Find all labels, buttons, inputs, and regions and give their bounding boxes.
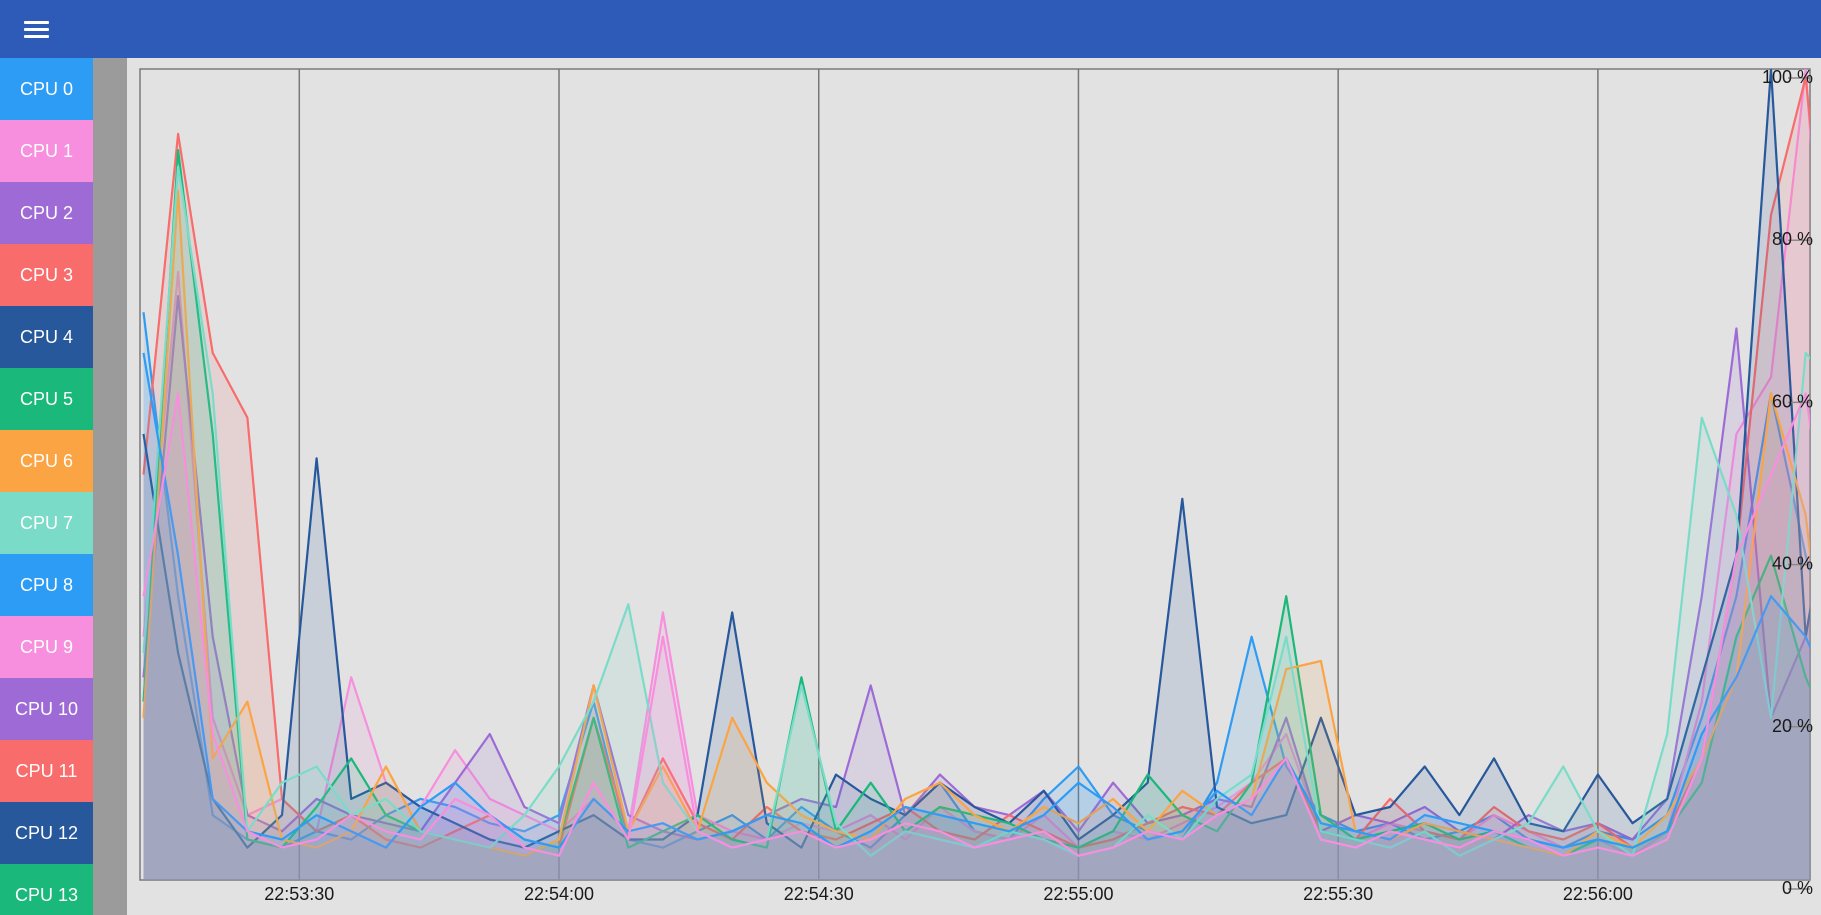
cpu-toggle-0[interactable]: CPU 0 (0, 58, 93, 120)
x-tick-label: 22:55:30 (1303, 884, 1373, 904)
series-line-2 (142, 295, 1810, 841)
y-tick-label: 20 % (1772, 716, 1813, 736)
cpu-toggle-11[interactable]: CPU 11 (0, 740, 93, 802)
x-tick-label: 22:54:30 (784, 884, 854, 904)
series-area-2 (143, 296, 1810, 880)
x-tick-label: 22:55:00 (1043, 884, 1113, 904)
y-tick-label: 100 % (1762, 67, 1813, 87)
x-tick-label: 22:54:00 (524, 884, 594, 904)
cpu-toggle-8[interactable]: CPU 8 (0, 554, 93, 616)
cpu-toggle-9[interactable]: CPU 9 (0, 616, 93, 678)
cpu-toggle-7[interactable]: CPU 7 (0, 492, 93, 554)
y-tick-label: 80 % (1772, 229, 1813, 249)
cpu-toggle-1[interactable]: CPU 1 (0, 120, 93, 182)
chart-svg: 22:53:30 22:54:00 22:54:30 22:55:00 22:55:30… (139, 67, 1813, 904)
hamburger-menu-icon (24, 35, 49, 38)
y-tick-label: 0 % (1782, 878, 1813, 898)
series-area-7 (143, 166, 1810, 880)
series-line-4 (142, 69, 1810, 849)
cpu-toggle-6[interactable]: CPU 6 (0, 430, 93, 492)
series-line-8 (142, 352, 1810, 849)
y-tick-label: 60 % (1772, 391, 1813, 411)
cpu-toggle-5[interactable]: CPU 5 (0, 368, 93, 430)
top-app-bar (0, 0, 1821, 58)
series-line-1 (142, 69, 1810, 857)
cpu-toggle-3[interactable]: CPU 3 (0, 244, 93, 306)
x-tick-label: 22:53:30 (264, 884, 334, 904)
cpu-sidebar: CPU 0 CPU 1 CPU 2 CPU 3 CPU 4 CPU 5 CPU 6 CPU 7… (0, 58, 93, 915)
hamburger-menu-icon (24, 28, 49, 31)
y-tick-label: 40 % (1772, 554, 1813, 574)
cpu-toggle-4[interactable]: CPU 4 (0, 306, 93, 368)
cpu-toggle-12[interactable]: CPU 12 (0, 802, 93, 864)
cpu-usage-chart: 22:53:30 22:54:00 22:54:30 22:55:00 22:55:30… (127, 58, 1821, 915)
series-area-4 (143, 69, 1810, 880)
plot-area (139, 68, 1811, 881)
hamburger-menu-icon (24, 21, 49, 24)
cpu-toggle-10[interactable]: CPU 10 (0, 678, 93, 740)
series-line-9 (142, 392, 1810, 857)
cpu-toggle-2[interactable]: CPU 2 (0, 182, 93, 244)
hamburger-menu-button[interactable] (18, 16, 55, 42)
x-tick-label: 22:56:00 (1563, 884, 1633, 904)
cpu-toggle-13[interactable]: CPU 13 (0, 864, 93, 915)
series-area-8 (143, 352, 1810, 880)
sidebar-gutter (93, 58, 127, 915)
series-group (142, 69, 1810, 880)
